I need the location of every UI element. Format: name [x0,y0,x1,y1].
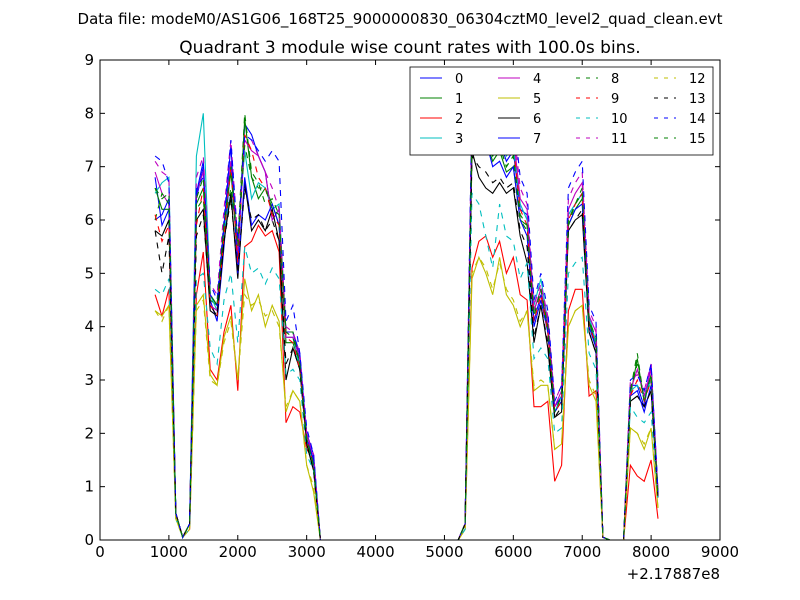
legend-label-2: 2 [455,112,463,127]
y-tick-label: 1 [84,478,94,496]
series-line-9 [154,117,659,540]
y-tick-label: 5 [84,264,94,282]
legend-label-0: 0 [455,72,463,87]
x-axis: 0 1000 2000 3000 4000 5000 6000 7000 8000 9000 [95,60,739,561]
x-axis-offset-label: +2.17887e8 [627,565,720,583]
legend-label-4: 4 [533,72,541,87]
y-tick-label: 6 [84,211,94,229]
legend-label-7: 7 [533,132,541,147]
x-tick-label: 0 [95,543,105,561]
plot-frame [99,59,721,541]
x-tick-label: 6000 [494,543,532,561]
series-line-10 [154,191,659,540]
legend-label-6: 6 [533,112,541,127]
y-tick-label: 2 [84,424,94,442]
x-tick-label: 3000 [288,543,326,561]
legend-label-10: 10 [611,112,628,127]
x-tick-label: 7000 [563,543,601,561]
plot-lines [154,80,659,540]
legend-label-11: 11 [611,132,628,147]
legend-label-15: 15 [689,132,706,147]
y-tick-label: 3 [84,371,94,389]
legend-label-12: 12 [689,72,706,87]
x-tick-label: 9000 [701,543,739,561]
legend-label-1: 1 [455,92,463,107]
series-line-13 [154,154,659,540]
legend-box [409,66,714,156]
legend-label-5: 5 [533,92,541,107]
x-tick-label: 5000 [425,543,463,561]
legend-label-13: 13 [689,92,706,107]
y-tick-label: 9 [84,51,94,69]
figure-suptitle: Data file: modeM0/AS1G06_168T25_90000008… [78,10,723,29]
series-line-12 [154,256,659,540]
legend-label-9: 9 [611,92,619,107]
x-tick-label: 8000 [632,543,670,561]
legend-label-8: 8 [611,72,619,87]
y-tick-label: 0 [84,531,94,549]
y-tick-label: 7 [84,158,94,176]
x-tick-label: 4000 [356,543,394,561]
legend-label-3: 3 [455,132,463,147]
y-tick-label: 4 [84,318,94,336]
x-tick-label: 2000 [219,543,257,561]
chart-title: Quadrant 3 module wise count rates with … [179,38,640,58]
series-line-14 [154,80,659,540]
series-line-15 [154,128,659,540]
x-tick-label: 1000 [150,543,188,561]
legend-label-14: 14 [689,112,706,127]
y-tick-label: 8 [84,104,94,122]
